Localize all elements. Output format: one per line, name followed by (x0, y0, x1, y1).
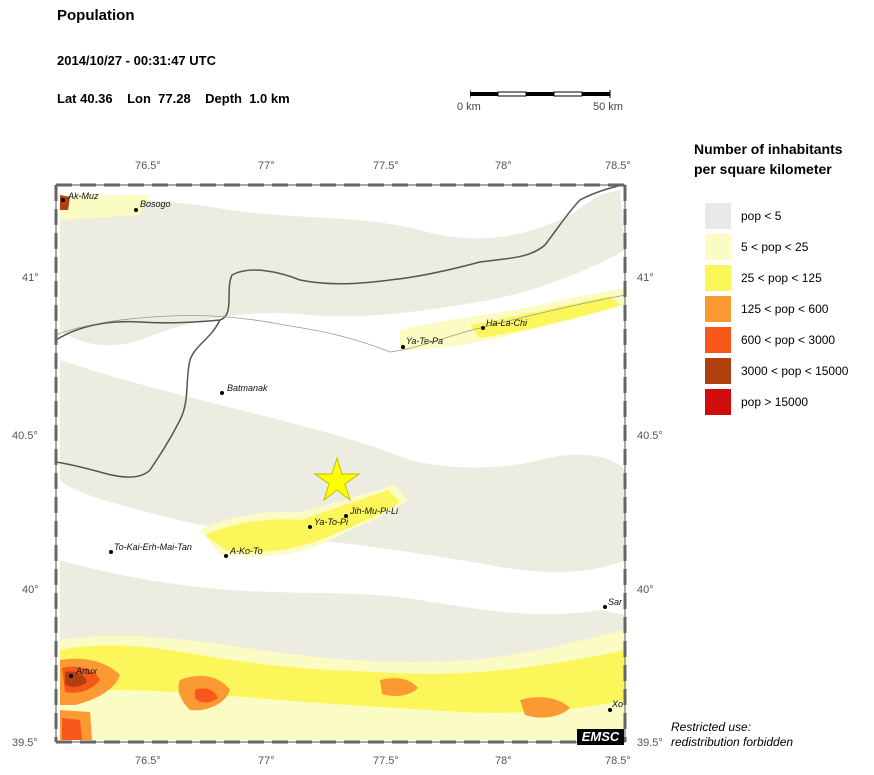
legend-label: 25 < pop < 125 (741, 271, 822, 285)
legend-swatch (705, 296, 731, 322)
map-frame-dashes (54, 183, 627, 744)
legend-item: pop < 5 (705, 203, 781, 229)
lon-tick-bottom-77: 77° (258, 755, 275, 767)
lat-tick-right-40-5: 40.5° (637, 430, 663, 442)
legend-item: 125 < pop < 600 (705, 296, 828, 322)
depth-label: Depth 1.0 km (205, 91, 290, 106)
lat-tick-right-41: 41° (637, 272, 654, 284)
latitude-label: Lat 40.36 (57, 91, 113, 106)
lon-tick-bottom-76-5: 76.5° (135, 755, 161, 767)
scale-start-label: 0 km (457, 101, 481, 113)
legend-swatch (705, 234, 731, 260)
border-line (55, 184, 623, 478)
city-dot-artux (69, 674, 73, 678)
city-label-artux: Artux (76, 666, 98, 676)
lon-tick-top-78: 78° (495, 160, 512, 172)
usage-notice-line1: Restricted use: (671, 720, 752, 734)
lon-tick-top-78-5: 78.5° (605, 160, 631, 172)
emsc-logo: EMSC (577, 729, 624, 745)
city-dots (61, 198, 612, 712)
longitude-label: Lon 77.28 (127, 91, 191, 106)
city-dot-sar (603, 605, 607, 609)
legend-swatch (705, 358, 731, 384)
epicenter-star-icon (313, 456, 361, 502)
legend-item: pop > 15000 (705, 389, 808, 415)
legend-item: 3000 < pop < 15000 (705, 358, 848, 384)
lat-tick-left-40-5: 40.5° (12, 430, 38, 442)
city-label-ya-to-pi: Ya-To-Pi (314, 517, 349, 527)
event-datetime: 2014/10/27 - 00:31:47 UTC (57, 53, 216, 68)
legend-label: pop > 15000 (741, 395, 809, 409)
legend-title: Number of inhabitants per square kilomet… (694, 139, 843, 179)
lat-tick-left-41: 41° (22, 272, 39, 284)
legend-swatch (705, 389, 731, 415)
city-label-batmanak: Batmanak (227, 383, 268, 393)
city-dot-to-kai-erh-mai-tan (109, 550, 113, 554)
legend-title-line2: per square kilometer (694, 161, 832, 177)
city-label-a-ko-to: A-Ko-To (230, 546, 263, 556)
city-dot-ak-muz (61, 198, 65, 202)
legend-label: 125 < pop < 600 (741, 302, 829, 316)
scale-bar (470, 90, 611, 98)
city-label-ak-muz: Ak-Muz (68, 191, 99, 201)
city-dot-a-ko-to (224, 554, 228, 558)
lat-tick-left-40: 40° (22, 584, 39, 596)
pop-zone-25-125 (60, 296, 625, 713)
city-label-ha-la-chi: Ha-La-Chi (486, 318, 528, 328)
city-dot-batmanak (220, 391, 224, 395)
city-label-xo: Xo (612, 699, 624, 709)
legend-label: 5 < pop < 25 (741, 240, 809, 254)
lon-tick-top-77: 77° (258, 160, 275, 172)
lon-tick-bottom-78: 78° (495, 755, 512, 767)
event-coordinates: Lat 40.36 Lon 77.28 Depth 1.0 km (57, 91, 290, 106)
lon-tick-top-77-5: 77.5° (373, 160, 399, 172)
usage-notice-line2: redistribution forbidden (671, 735, 794, 749)
legend-title-line1: Number of inhabitants (694, 141, 843, 157)
city-dot-ya-te-pa (401, 345, 405, 349)
lon-tick-top-76-5: 76.5° (135, 160, 161, 172)
city-dot-jih-mu-pi-li (344, 514, 348, 518)
city-label-jih-mu-pi-li: Jih-Mu-Pi-Li (350, 506, 399, 516)
city-dot-bosogo (134, 208, 138, 212)
city-label-sar: Sar (608, 597, 623, 607)
city-dot-ya-to-pi (308, 525, 312, 529)
legend-swatch (705, 265, 731, 291)
city-dot-xo (608, 708, 612, 712)
legend-swatch (705, 203, 731, 229)
legend-label: 600 < pop < 3000 (741, 333, 836, 347)
city-label-to-kai-erh-mai-tan: To-Kai-Erh-Mai-Tan (114, 542, 192, 552)
legend-label: pop < 5 (741, 209, 782, 223)
legend-item: 600 < pop < 3000 (705, 327, 835, 353)
lon-tick-bottom-77-5: 77.5° (373, 755, 399, 767)
lon-tick-bottom-78-5: 78.5° (605, 755, 631, 767)
city-label-ya-te-pa: Ya-Te-Pa (406, 336, 444, 346)
usage-notice: Restricted use: redistribution forbidden (671, 720, 793, 750)
legend-item: 25 < pop < 125 (705, 265, 822, 291)
legend-label: 3000 < pop < 15000 (741, 364, 849, 378)
lat-tick-right-40: 40° (637, 584, 654, 596)
city-dot-ha-la-chi (481, 326, 485, 330)
lat-tick-right-39-5: 39.5° (637, 737, 663, 749)
legend-item: 5 < pop < 25 (705, 234, 808, 260)
city-label-bosogo: Bosogo (140, 199, 171, 209)
legend-swatch (705, 327, 731, 353)
map-title: Population (57, 7, 135, 24)
river-line (55, 294, 626, 353)
scale-end-label: 50 km (593, 101, 623, 113)
lat-tick-left-39-5: 39.5° (12, 737, 38, 749)
